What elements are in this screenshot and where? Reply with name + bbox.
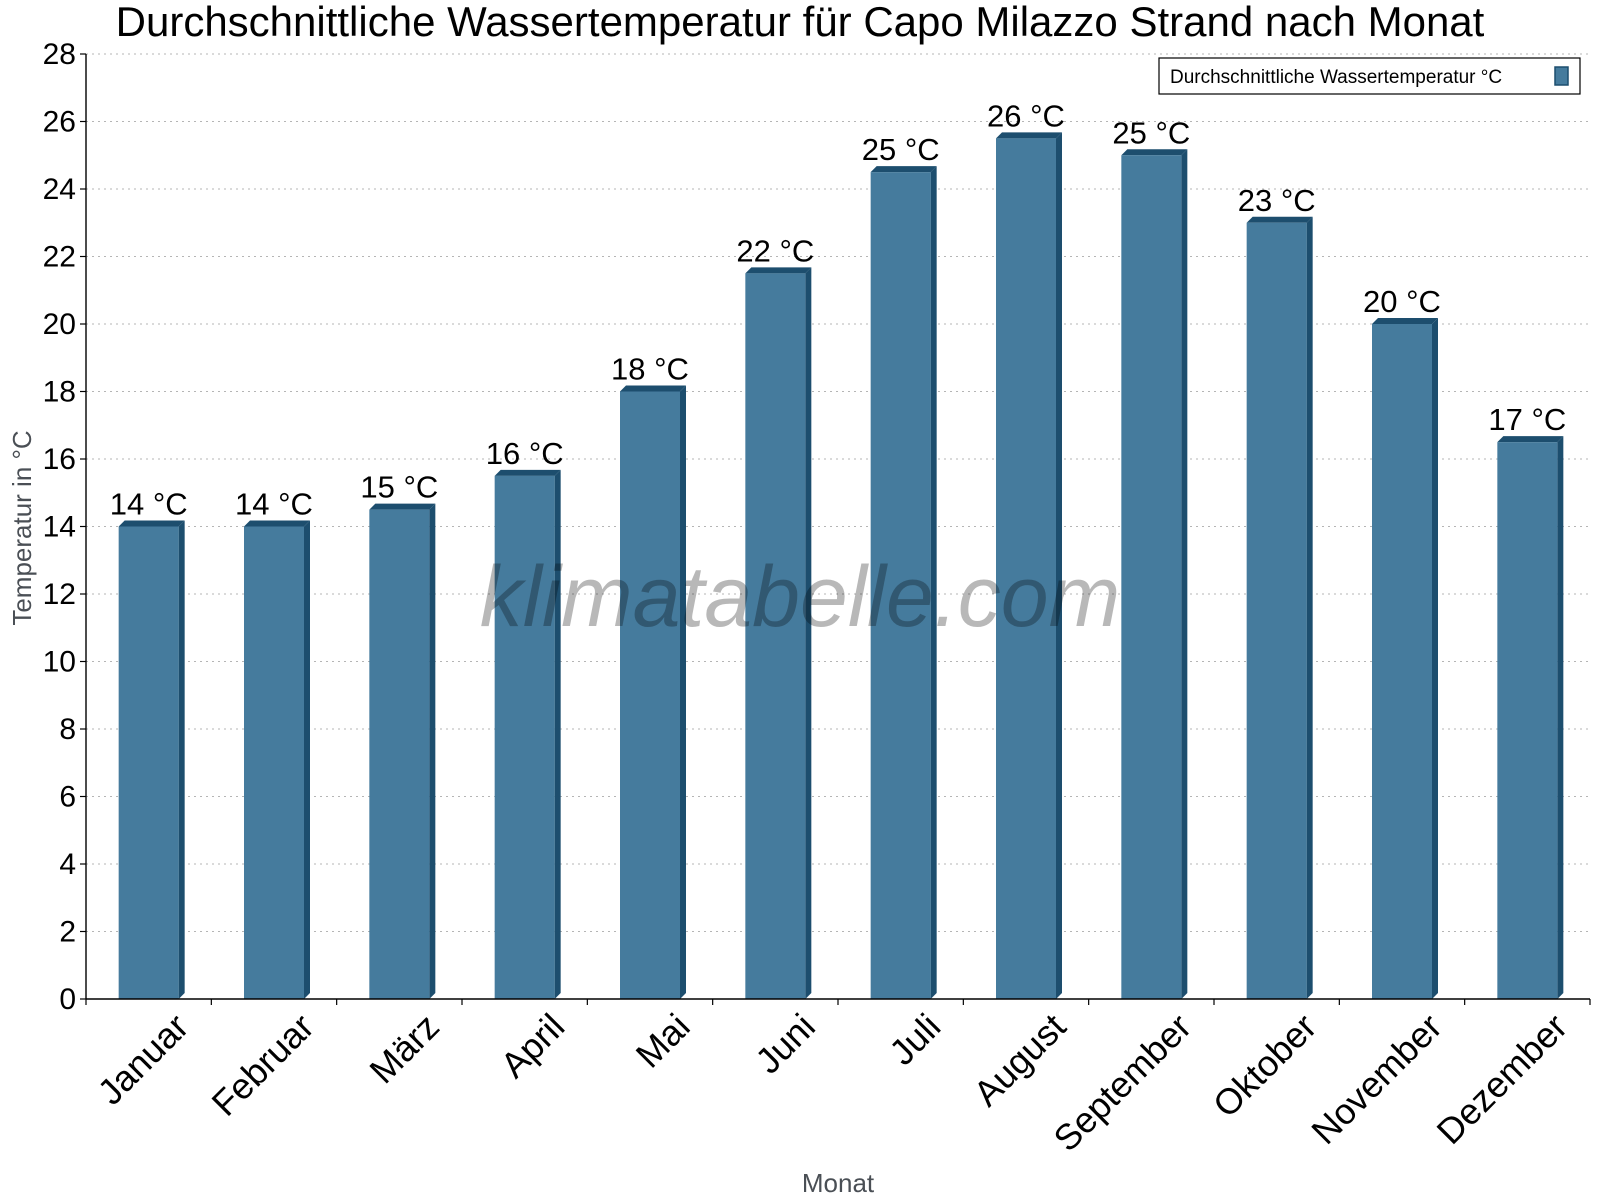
bar-top — [244, 520, 310, 527]
y-tick-label: 0 — [59, 983, 76, 1016]
bar: 14 °C — [235, 487, 313, 999]
bar: 15 °C — [360, 470, 438, 999]
y-tick-label: 6 — [59, 781, 76, 814]
bar-top — [745, 267, 812, 274]
bar: 17 °C — [1488, 402, 1566, 999]
bar-top — [1246, 216, 1313, 223]
x-tick-label: Dezember — [1429, 1006, 1575, 1152]
bar-top — [494, 469, 561, 476]
bar-side — [429, 503, 436, 999]
bar-side — [930, 166, 937, 999]
bar-value-label: 25 °C — [862, 132, 940, 167]
bar-face — [1497, 442, 1558, 999]
bar: 18 °C — [611, 352, 689, 999]
bar-side — [1432, 318, 1438, 999]
bar-value-label: 23 °C — [1238, 183, 1316, 218]
bar-face — [745, 273, 806, 999]
bar: 22 °C — [736, 233, 814, 999]
bar-value-label: 14 °C — [110, 487, 188, 522]
bar-value-label: 22 °C — [736, 233, 814, 268]
y-tick-label: 4 — [59, 848, 76, 881]
legend-swatch — [1554, 66, 1569, 86]
x-tick-label: August — [965, 1006, 1073, 1114]
bar-value-label: 25 °C — [1112, 115, 1190, 150]
legend-box — [1158, 57, 1581, 95]
watermark: klimatabelle.com — [480, 549, 1120, 645]
x-tick-label: September — [1045, 1006, 1199, 1160]
x-tick-label: November — [1303, 1006, 1449, 1152]
x-tick-label: März — [361, 1006, 447, 1092]
bar-side — [1557, 436, 1564, 999]
bar-value-label: 18 °C — [611, 352, 689, 387]
bar-face — [118, 526, 179, 999]
y-tick-label: 28 — [43, 38, 76, 71]
bar-face — [1372, 324, 1432, 999]
y-tick-label: 14 — [43, 511, 76, 544]
bar-top — [118, 520, 185, 527]
bar: 25 °C — [862, 132, 940, 999]
y-tick-label: 24 — [43, 173, 76, 206]
bar-face — [996, 138, 1056, 999]
bar-top — [1497, 436, 1564, 443]
x-tick-label: April — [492, 1006, 572, 1086]
y-tick-label: 26 — [43, 106, 76, 139]
legend: Durchschnittliche Wassertemperatur °C — [1158, 57, 1581, 95]
bar-face — [1246, 222, 1307, 999]
y-tick-label: 8 — [59, 713, 76, 746]
x-tick-label: Juni — [747, 1006, 823, 1082]
y-tick-label: 10 — [43, 646, 76, 679]
y-tick-label: 2 — [59, 916, 76, 949]
bar-side — [554, 469, 561, 999]
bar-face — [369, 509, 430, 999]
x-tick-label: Januar — [89, 1006, 196, 1113]
chart-title: Durchschnittliche Wassertemperatur für C… — [116, 0, 1485, 45]
bar: 26 °C — [987, 98, 1065, 999]
bar-face — [244, 526, 304, 999]
bar-side — [680, 385, 686, 999]
bar-top — [996, 132, 1062, 139]
y-axis-label: Temperatur in °C — [7, 430, 37, 625]
bar-side — [1056, 132, 1062, 999]
bar-top — [369, 503, 436, 510]
bar-side — [805, 267, 812, 999]
y-tick-label: 20 — [43, 308, 76, 341]
x-tick-label: Februar — [204, 1006, 322, 1124]
bar-value-label: 15 °C — [360, 470, 438, 505]
bar-face — [494, 475, 555, 999]
bar-value-label: 20 °C — [1363, 284, 1441, 319]
bar: 16 °C — [486, 436, 564, 999]
bar-value-label: 14 °C — [235, 487, 313, 522]
bar-side — [178, 520, 185, 999]
x-tick-label: Mai — [628, 1006, 698, 1076]
bar-side — [1181, 149, 1188, 999]
bar-value-label: 26 °C — [987, 98, 1065, 133]
x-tick-label: Oktober — [1205, 1006, 1325, 1126]
bar: 23 °C — [1238, 183, 1316, 999]
y-tick-label: 22 — [43, 241, 76, 274]
bar-top — [620, 385, 686, 392]
bar-top — [870, 166, 937, 173]
legend-entry: Durchschnittliche Wassertemperatur °C — [1170, 67, 1502, 88]
bar-side — [304, 520, 310, 999]
bars: 14 °C 14 °C 15 °C 16 °C 18 °C 22 °C 25 °C 26 °C… — [110, 98, 1566, 999]
bar-face — [1121, 155, 1182, 999]
bar-value-label: 16 °C — [486, 436, 564, 471]
bar-top — [1372, 318, 1438, 324]
bar: 25 °C — [1112, 115, 1190, 999]
y-tick-label: 12 — [43, 578, 76, 611]
y-tick-label: 16 — [43, 443, 76, 476]
bar-face — [620, 391, 680, 999]
bar-value-label: 17 °C — [1488, 402, 1566, 437]
bar-top — [1121, 149, 1188, 156]
bar-face — [870, 172, 931, 999]
x-axis-label: Monat — [802, 1168, 875, 1198]
bar: 20 °C — [1363, 284, 1441, 999]
bar-side — [1306, 216, 1313, 999]
y-tick-label: 18 — [43, 376, 76, 409]
x-axis-ticks: Januar Februar März April Mai Juni Juli AugustS… — [85, 999, 1591, 1160]
x-tick-label: Juli — [881, 1006, 948, 1073]
bar: 14 °C — [110, 487, 188, 999]
